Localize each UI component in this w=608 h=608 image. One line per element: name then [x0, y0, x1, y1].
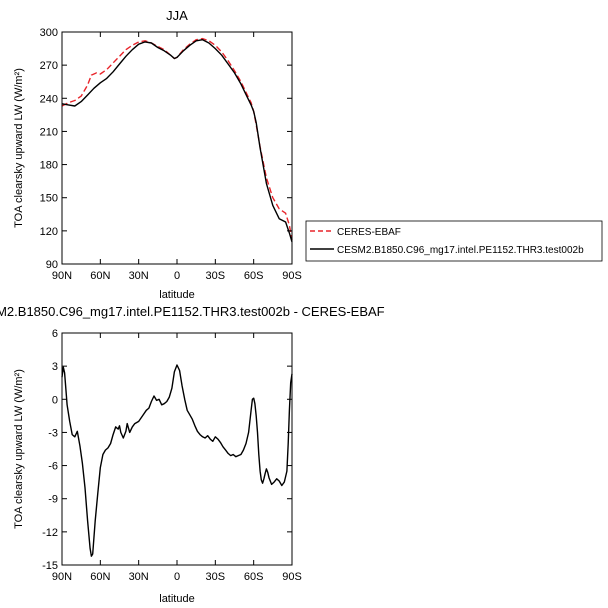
y-tick-label: 6: [52, 328, 58, 340]
mean-panel-ylabel: TOA clearsky upward LW (W/m²): [13, 68, 25, 228]
x-tick-label: 60N: [90, 571, 110, 583]
x-tick-label: 30N: [129, 270, 149, 282]
y-tick-label: 150: [40, 193, 58, 205]
x-tick-label: 90N: [52, 270, 72, 282]
x-tick-label: 90S: [282, 270, 302, 282]
x-tick-label: 90N: [52, 571, 72, 583]
y-tick-label: 180: [40, 160, 58, 172]
legend: CERES-EBAF CESM2.B1850.C96_mg17.intel.PE…: [305, 220, 603, 262]
x-tick-label: 0: [174, 270, 180, 282]
y-tick-label: 90: [46, 259, 58, 271]
y-tick-label: 120: [40, 226, 58, 238]
mean-panel-y-ticks: 90 120 150 180 210 240 270 300: [40, 27, 292, 271]
difference-panel-y-ticks: -15 -12 -9 -6 -3 0 3 6: [42, 328, 292, 572]
y-tick-label: -3: [48, 427, 58, 439]
legend-label-ceres: CERES-EBAF: [337, 227, 401, 238]
series-line-0-1: [61, 39, 293, 243]
mean-panel: JJA 90 120 150 180 210 240 270 300 90N 60N 30N 0 30…: [13, 8, 302, 301]
difference-panel-ylabel: TOA clearsky upward LW (W/m²): [13, 369, 25, 529]
x-tick-label: 60N: [90, 270, 110, 282]
difference-panel: CESM2.B1850.C96_mg17.intel.PE1152.THR3.t…: [0, 304, 385, 605]
difference-panel-title: CESM2.B1850.C96_mg17.intel.PE1152.THR3.t…: [0, 304, 385, 319]
difference-plot-frame: [61, 332, 293, 566]
x-tick-label: 30S: [206, 270, 226, 282]
x-tick-label: 30N: [129, 571, 149, 583]
y-tick-label: 300: [40, 27, 58, 39]
mean-plot-frame: [61, 31, 293, 265]
y-tick-label: -15: [42, 560, 58, 572]
y-tick-label: -9: [48, 494, 58, 506]
difference-panel-xlabel: latitude: [159, 593, 194, 605]
x-tick-label: 90S: [282, 571, 302, 583]
y-tick-label: 3: [52, 361, 58, 373]
difference-panel-x-ticks: 90N 60N 30N 0 30S 60S 90S: [52, 333, 302, 583]
y-tick-label: -6: [48, 461, 58, 473]
mean-panel-xlabel: latitude: [159, 289, 194, 301]
legend-box: [305, 220, 603, 262]
x-tick-label: 60S: [244, 270, 264, 282]
legend-label-model: CESM2.B1850.C96_mg17.intel.PE1152.THR3.t…: [337, 245, 584, 256]
series-line-1-0: [61, 364, 293, 557]
mean-panel-title: JJA: [166, 8, 188, 23]
y-tick-label: 0: [52, 394, 58, 406]
y-tick-label: -12: [42, 527, 58, 539]
x-tick-label: 60S: [244, 571, 264, 583]
difference-panel-series: [61, 364, 293, 557]
y-tick-label: 210: [40, 126, 58, 138]
series-line-0-0: [61, 37, 293, 240]
y-tick-label: 240: [40, 93, 58, 105]
y-tick-label: 270: [40, 60, 58, 72]
x-tick-label: 30S: [206, 571, 226, 583]
mean-panel-x-ticks: 90N 60N 30N 0 30S 60S 90S: [52, 32, 302, 282]
mean-panel-series: [61, 37, 293, 243]
x-tick-label: 0: [174, 571, 180, 583]
